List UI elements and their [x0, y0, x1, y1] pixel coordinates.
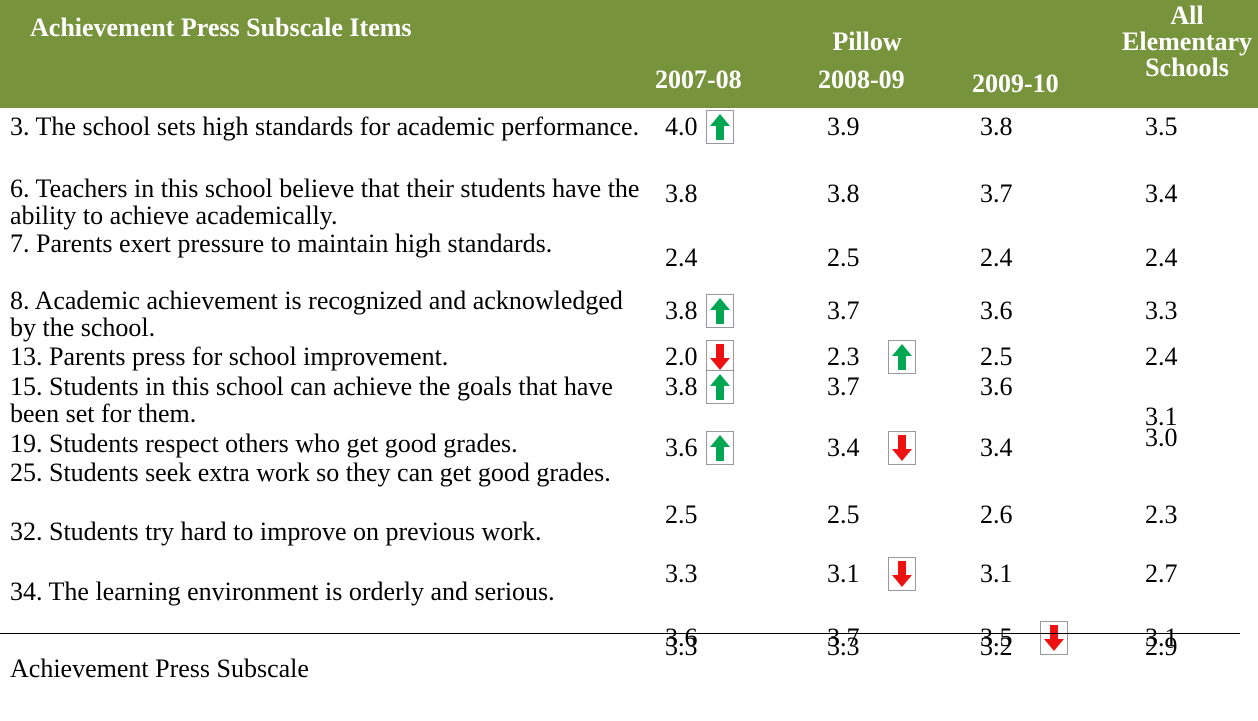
- cell-value: 3.7: [980, 179, 1013, 208]
- cell-value: 3.6: [665, 433, 698, 462]
- cell-value: 2.7: [1145, 559, 1178, 588]
- cell-value: 2.3: [1145, 500, 1178, 529]
- cell-value: 3.6: [980, 296, 1013, 325]
- down-arrow-icon: [1040, 621, 1068, 655]
- row-label: 25. Students seek extra work so they can…: [10, 458, 611, 487]
- down-arrow-icon: [888, 557, 916, 591]
- cell-value: 3.6: [980, 372, 1013, 401]
- row-label: 15. Students in this school can achieve …: [10, 372, 613, 428]
- cell-value: 3.9: [827, 112, 860, 141]
- cell-value: 2.0: [665, 342, 698, 371]
- cell-value: 2.5: [665, 500, 698, 529]
- cell-value: 2.6: [980, 500, 1013, 529]
- cell-value: 2.4: [1145, 243, 1178, 272]
- down-arrow-icon: [706, 340, 734, 374]
- row-label: 7. Parents exert pressure to maintain hi…: [10, 229, 553, 258]
- cell-value: 3.8: [665, 372, 698, 401]
- row-label: 8. Academic achievement is recognized an…: [10, 286, 623, 342]
- up-arrow-icon: [706, 110, 734, 144]
- row-label: 6. Teachers in this school believe that …: [10, 174, 640, 230]
- cell-value: 3.4: [980, 433, 1013, 462]
- column-header: 2009-10: [972, 69, 1059, 98]
- cell-value: 3.5: [980, 623, 1013, 652]
- cell-value: 3.2: [980, 632, 1013, 661]
- row-label: 34. The learning environment is orderly …: [10, 577, 555, 606]
- row-label: 19. Students respect others who get good…: [10, 429, 518, 458]
- row-label: 13. Parents press for school improvement…: [10, 342, 449, 371]
- cell-value: 2.3: [827, 342, 860, 371]
- row-label: 3. The school sets high standards for ac…: [10, 112, 640, 141]
- table-header: Achievement Press Subscale Items Pillow …: [0, 0, 1258, 108]
- header-title: Achievement Press Subscale Items: [30, 13, 412, 42]
- cell-value: 3.3: [665, 632, 698, 661]
- column-header: All Elementary Schools: [1122, 1, 1252, 82]
- cell-value: 3.3: [1145, 296, 1178, 325]
- cell-value: 2.5: [827, 243, 860, 272]
- divider-line: [0, 633, 1240, 634]
- cell-value: 3.7: [827, 372, 860, 401]
- cell-value: 3.1: [1145, 402, 1178, 431]
- row-label: 32. Students try hard to improve on prev…: [10, 517, 542, 546]
- cell-value: 3.7: [827, 623, 860, 652]
- up-arrow-icon: [888, 340, 916, 374]
- cell-value: 4.0: [665, 112, 698, 141]
- cell-value: 3.1: [827, 559, 860, 588]
- cell-value: 3.4: [827, 433, 860, 462]
- cell-value: 3.8: [665, 179, 698, 208]
- cell-value: 2.9: [1145, 632, 1178, 661]
- cell-value: 2.5: [980, 342, 1013, 371]
- cell-value: 2.4: [665, 243, 698, 272]
- cell-value: 2.4: [1145, 342, 1178, 371]
- cell-value: 3.3: [827, 632, 860, 661]
- cell-value: 3.6: [665, 623, 698, 652]
- cell-value: 3.8: [665, 296, 698, 325]
- column-header: 2008-09: [818, 65, 905, 94]
- cell-value: 3.8: [827, 179, 860, 208]
- up-arrow-icon: [706, 431, 734, 465]
- down-arrow-icon: [888, 431, 916, 465]
- cell-value: 3.5: [1145, 112, 1178, 141]
- column-header: 2007-08: [655, 65, 742, 94]
- cell-value: 3.8: [980, 112, 1013, 141]
- group-label: Pillow: [832, 27, 902, 56]
- cell-value: 2.4: [980, 243, 1013, 272]
- cell-value: 3.3: [665, 559, 698, 588]
- cell-value: 3.0: [1145, 423, 1178, 452]
- cell-value: 3.7: [827, 296, 860, 325]
- cell-value: 2.5: [827, 500, 860, 529]
- cell-value: 3.1: [1145, 623, 1178, 652]
- up-arrow-icon: [706, 294, 734, 328]
- row-label: Achievement Press Subscale: [10, 654, 309, 683]
- up-arrow-icon: [706, 370, 734, 404]
- cell-value: 3.1: [980, 559, 1013, 588]
- cell-value: 3.4: [1145, 179, 1178, 208]
